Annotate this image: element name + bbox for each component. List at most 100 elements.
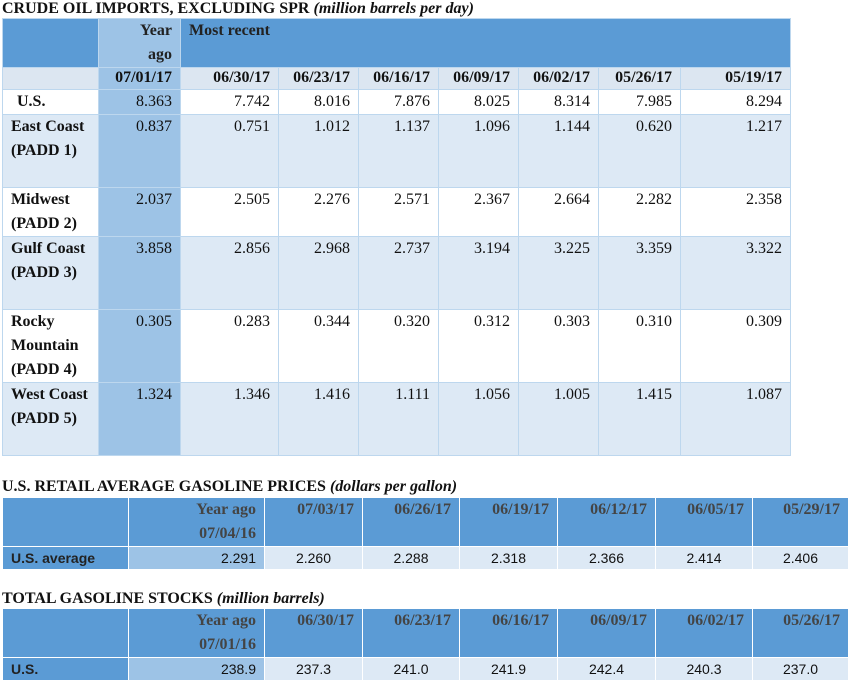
- year-ago-text: Year ago: [140, 22, 172, 63]
- header-cell: [2, 18, 99, 68]
- value: 3.322: [680, 236, 791, 310]
- value: 2.276: [278, 187, 359, 237]
- year-ago-text: Year ago: [196, 612, 256, 629]
- date: 06/09/17: [438, 67, 519, 90]
- value: 0.305: [98, 309, 181, 383]
- unit: (million barrels): [216, 590, 325, 607]
- value: 3.858: [98, 236, 181, 310]
- value: 1.005: [518, 382, 599, 456]
- value: 0.310: [598, 309, 681, 383]
- value: 2.291: [128, 546, 265, 570]
- value: 0.751: [180, 114, 279, 188]
- date: 06/16/17: [358, 67, 439, 90]
- value: 7.742: [180, 89, 279, 115]
- value: 1.137: [358, 114, 439, 188]
- value: 2.318: [459, 546, 558, 570]
- date: 06/23/17: [278, 67, 359, 90]
- unit: (dollars per gallon): [329, 478, 458, 495]
- title-text: U.S. RETAIL AVERAGE GASOLINE PRICES: [2, 478, 326, 495]
- value: 1.144: [518, 114, 599, 188]
- most-recent-header: Most recent: [180, 18, 791, 68]
- value: 0.837: [98, 114, 181, 188]
- value: 1.324: [98, 382, 181, 456]
- value: 2.737: [358, 236, 439, 310]
- header-cell: [2, 497, 129, 547]
- region: Gulf Coast (PADD 3): [2, 236, 99, 310]
- prices-title: U.S. RETAIL AVERAGE GASOLINE PRICES (dol…: [2, 478, 457, 496]
- year-ago-date: 07/01/16: [199, 636, 256, 653]
- value: 1.012: [278, 114, 359, 188]
- header-row: Year ago Most recent: [2, 18, 791, 68]
- value: 242.4: [557, 657, 656, 681]
- data-row: East Coast (PADD 1) 0.837 0.751 1.012 1.137 1…: [2, 114, 791, 188]
- date: 06/09/17: [557, 608, 656, 658]
- value: 2.505: [180, 187, 279, 237]
- crude-table: Year ago Most recent 07/01/17 06/30/17 06/23…: [2, 18, 791, 456]
- year-ago-date: 07/04/16: [199, 525, 256, 542]
- header-row: Year ago 07/01/16 06/30/17 06/23/17 06/16/17…: [2, 608, 849, 658]
- value: 2.288: [362, 546, 460, 570]
- value: 2.260: [264, 546, 363, 570]
- value: 1.111: [358, 382, 439, 456]
- data-row: Midwest (PADD 2) 2.037 2.505 2.276 2.571 2.36…: [2, 187, 791, 237]
- value: 7.985: [598, 89, 681, 115]
- date: 05/29/17: [752, 497, 849, 547]
- date: 06/05/17: [655, 497, 753, 547]
- value: 0.309: [680, 309, 791, 383]
- date: 06/16/17: [459, 608, 558, 658]
- date: 06/26/17: [362, 497, 460, 547]
- value: 1.416: [278, 382, 359, 456]
- value: 2.571: [358, 187, 439, 237]
- date: 06/30/17: [264, 608, 363, 658]
- value: 2.367: [438, 187, 519, 237]
- value: 8.294: [680, 89, 791, 115]
- value: 8.016: [278, 89, 359, 115]
- title-text: TOTAL GASOLINE STOCKS: [2, 590, 213, 607]
- year-ago-header: Year ago: [98, 18, 181, 68]
- region: U.S.: [2, 89, 99, 115]
- date-row: 07/01/17 06/30/17 06/23/17 06/16/17 06/09/17…: [2, 67, 791, 90]
- value: 1.217: [680, 114, 791, 188]
- crude-title: CRUDE OIL IMPORTS, EXCLUDING SPR (millio…: [2, 0, 474, 18]
- value: 240.3: [655, 657, 753, 681]
- value: 0.320: [358, 309, 439, 383]
- date-cell: [2, 67, 99, 90]
- value: 2.664: [518, 187, 599, 237]
- value: 3.225: [518, 236, 599, 310]
- value: 241.0: [362, 657, 460, 681]
- row-label: U.S. average: [2, 546, 129, 570]
- value: 2.856: [180, 236, 279, 310]
- value: 3.359: [598, 236, 681, 310]
- date: 05/26/17: [598, 67, 681, 90]
- header-row: Year ago 07/04/16 07/03/17 06/26/17 06/19/17…: [2, 497, 849, 547]
- year-ago-header: Year ago 07/01/16: [128, 608, 265, 658]
- title-text: CRUDE OIL IMPORTS, EXCLUDING SPR: [2, 0, 310, 17]
- header-cell: [2, 608, 129, 658]
- date: 06/30/17: [180, 67, 279, 90]
- stocks-table: Year ago 07/01/16 06/30/17 06/23/17 06/16/17…: [2, 608, 849, 681]
- value: 237.0: [752, 657, 849, 681]
- region: West Coast (PADD 5): [2, 382, 99, 456]
- value: 8.025: [438, 89, 519, 115]
- value: 2.037: [98, 187, 181, 237]
- year-ago-text: Year ago: [196, 501, 256, 518]
- region: Midwest (PADD 2): [2, 187, 99, 237]
- value: 8.314: [518, 89, 599, 115]
- value: 0.283: [180, 309, 279, 383]
- data-row: Gulf Coast (PADD 3) 3.858 2.856 2.968 2.737 3…: [2, 236, 791, 310]
- date: 07/03/17: [264, 497, 363, 547]
- date: 06/02/17: [655, 608, 753, 658]
- value: 2.968: [278, 236, 359, 310]
- region: Rocky Mountain (PADD 4): [2, 309, 99, 383]
- date: 07/01/17: [98, 67, 181, 90]
- value: 2.282: [598, 187, 681, 237]
- prices-table: Year ago 07/04/16 07/03/17 06/26/17 06/19/17…: [2, 497, 849, 570]
- value: 0.344: [278, 309, 359, 383]
- date: 05/19/17: [680, 67, 791, 90]
- date: 06/19/17: [459, 497, 558, 547]
- value: 0.620: [598, 114, 681, 188]
- value: 2.366: [557, 546, 656, 570]
- data-row: Rocky Mountain (PADD 4) 0.305 0.283 0.344 0.…: [2, 309, 791, 383]
- value: 237.3: [264, 657, 363, 681]
